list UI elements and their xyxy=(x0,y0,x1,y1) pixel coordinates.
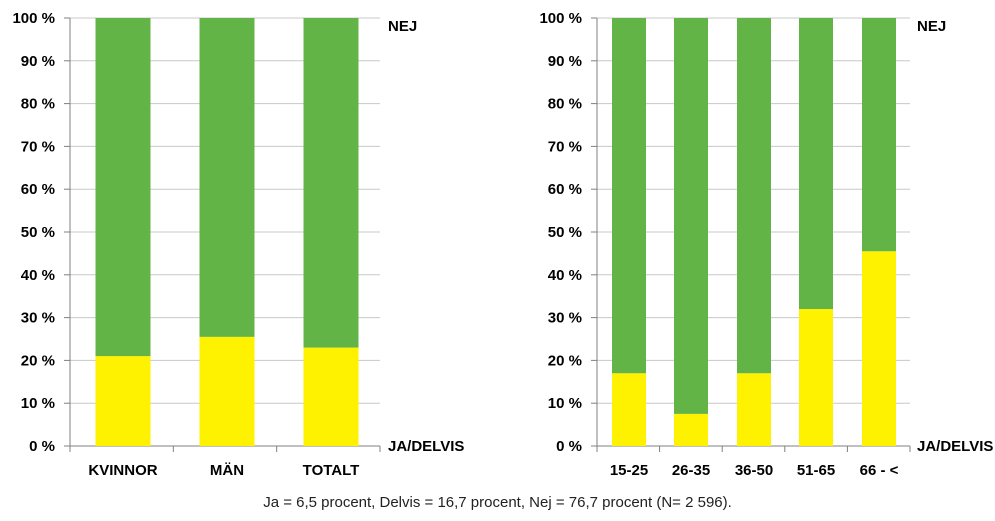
y-tick-label: 0 % xyxy=(556,438,582,455)
y-tick-label: 40 % xyxy=(548,267,582,284)
y-tick-label: 30 % xyxy=(21,310,55,327)
bar-ja-delvis-26-35 xyxy=(674,413,708,446)
series-label-nej: NEJ xyxy=(917,18,946,35)
bar-nej-66- xyxy=(862,18,896,252)
y-tick-label: 70 % xyxy=(21,138,55,155)
bar-ja-delvis-män xyxy=(199,336,255,446)
bar-ja-delvis-15-25 xyxy=(612,373,646,446)
y-tick-label: 70 % xyxy=(548,138,582,155)
y-tick-label: 30 % xyxy=(548,310,582,327)
bar-ja-delvis-66- xyxy=(862,251,896,446)
chart-caption: Ja = 6,5 procent, Delvis = 16,7 procent,… xyxy=(263,494,732,511)
series-label-nej: NEJ xyxy=(388,18,417,35)
y-tick-label: 10 % xyxy=(548,395,582,412)
bar-nej-26-35 xyxy=(674,18,708,414)
x-category-label: KVINNOR xyxy=(88,462,157,479)
y-tick-label: 100 % xyxy=(12,10,55,27)
y-tick-label: 40 % xyxy=(21,267,55,284)
chart-gender: 0 % 10 % 20 % 30 % 40 % 50 % 60 % 70 % 80 % 90 % 1… xyxy=(12,10,464,479)
bar-nej-totalt xyxy=(303,18,359,348)
bar-ja-delvis-36-50 xyxy=(737,373,771,446)
y-tick-label: 10 % xyxy=(21,395,55,412)
y-tick-label: 90 % xyxy=(21,53,55,70)
bar-nej-15-25 xyxy=(612,18,646,374)
x-category-label: 36-50 xyxy=(735,462,773,479)
series-label-ja-delvis: JA/DELVIS xyxy=(388,438,464,455)
bar-ja-delvis-kvinnor xyxy=(95,356,151,446)
bar-nej-36-50 xyxy=(737,18,771,374)
x-category-label: 15-25 xyxy=(610,462,648,479)
bar-nej-män xyxy=(199,18,255,337)
chart-age: 0 % 10 % 20 % 30 % 40 % 50 % 60 % 70 % 80 % 90 % 1… xyxy=(539,10,993,479)
y-tick-label: 60 % xyxy=(548,181,582,198)
x-category-label: TOTALT xyxy=(303,462,360,479)
y-tick-label: 0 % xyxy=(29,438,55,455)
series-label-ja-delvis: JA/DELVIS xyxy=(917,438,993,455)
y-tick-label: 80 % xyxy=(21,96,55,113)
y-tick-label: 60 % xyxy=(21,181,55,198)
y-tick-label: 50 % xyxy=(548,224,582,241)
y-tick-label: 100 % xyxy=(539,10,582,27)
bar-ja-delvis-totalt xyxy=(303,347,359,446)
x-category-label: 51-65 xyxy=(797,462,835,479)
y-tick-label: 20 % xyxy=(548,352,582,369)
bar-ja-delvis-51-65 xyxy=(799,309,833,446)
x-category-label: MÄN xyxy=(210,462,244,479)
y-tick-label: 80 % xyxy=(548,96,582,113)
bar-nej-51-65 xyxy=(799,18,833,310)
bar-nej-kvinnor xyxy=(95,18,151,357)
y-tick-label: 50 % xyxy=(21,224,55,241)
x-category-label: 66 - < xyxy=(860,462,899,479)
y-tick-label: 20 % xyxy=(21,352,55,369)
x-category-label: 26-35 xyxy=(672,462,710,479)
y-tick-label: 90 % xyxy=(548,53,582,70)
